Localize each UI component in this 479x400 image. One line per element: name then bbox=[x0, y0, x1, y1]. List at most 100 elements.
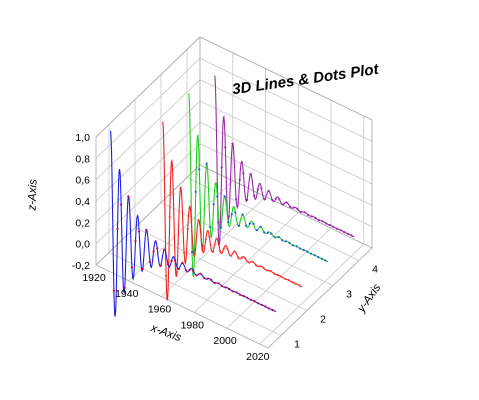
series-dot-y1 bbox=[141, 267, 144, 270]
series-dot-y4 bbox=[292, 206, 295, 209]
series-dot-y2 bbox=[262, 266, 265, 269]
series-dot-y4 bbox=[303, 211, 306, 214]
leftwall-gridline bbox=[95, 58, 201, 159]
floor-gridline bbox=[226, 227, 332, 329]
chart-title: 3D Lines & Dots Plot bbox=[231, 61, 380, 99]
series-dot-y1 bbox=[195, 274, 198, 277]
box-edge bbox=[199, 164, 373, 249]
series-dot-y1 bbox=[127, 195, 130, 198]
series-dot-y1 bbox=[253, 300, 256, 303]
series-dot-y3 bbox=[317, 256, 320, 259]
series-dot-y2 bbox=[240, 256, 243, 259]
floor-gridline bbox=[161, 196, 266, 297]
series-dot-y4 bbox=[343, 231, 346, 234]
series-dot-y1 bbox=[181, 261, 184, 264]
floor-gridline bbox=[194, 212, 299, 313]
series-dot-y3 bbox=[245, 224, 248, 227]
series-dot-y4 bbox=[231, 142, 234, 145]
series-dot-y1 bbox=[224, 286, 227, 289]
series-dot-y3 bbox=[306, 250, 309, 253]
series-dot-y3 bbox=[299, 247, 302, 250]
series-dot-y3 bbox=[234, 211, 237, 214]
series-dot-y4 bbox=[325, 222, 328, 225]
series-dot-y1 bbox=[235, 291, 238, 294]
z-tick-label: 0,4 bbox=[75, 196, 90, 208]
series-dot-y1 bbox=[228, 287, 231, 291]
series-dot-y3 bbox=[241, 213, 244, 216]
series-dot-y2 bbox=[283, 277, 287, 280]
box-edge bbox=[95, 36, 201, 138]
series-dot-y3 bbox=[288, 241, 291, 244]
series-dot-y2 bbox=[183, 251, 186, 254]
floor-gridline bbox=[160, 202, 334, 286]
x-tick-label: 1920 bbox=[82, 272, 106, 284]
series-dot-y2 bbox=[258, 265, 261, 268]
series-line-y4 bbox=[214, 75, 355, 246]
series-dot-y3 bbox=[313, 254, 316, 257]
leftwall-gridline bbox=[95, 79, 201, 180]
series-dot-y2 bbox=[175, 270, 178, 273]
series-dot-y3 bbox=[227, 221, 230, 224]
series-dot-y4 bbox=[238, 178, 241, 181]
z-tick-label: -0,2 bbox=[72, 260, 90, 272]
series-dot-y4 bbox=[224, 146, 227, 149]
series-dot-y1 bbox=[159, 264, 162, 267]
series-dot-y3 bbox=[302, 249, 305, 252]
series-dot-y3 bbox=[255, 229, 259, 232]
series-dot-y3 bbox=[309, 252, 313, 255]
series-dot-y4 bbox=[260, 187, 263, 190]
series-dot-y3 bbox=[230, 213, 233, 216]
series-dot-y1 bbox=[145, 228, 148, 231]
series-dot-y3 bbox=[324, 259, 327, 262]
series-dot-y1 bbox=[174, 259, 177, 262]
series-dot-y2 bbox=[273, 272, 276, 275]
series-dot-y4 bbox=[335, 227, 339, 230]
series-dot-y2 bbox=[251, 260, 254, 263]
series-dot-y3 bbox=[191, 251, 194, 254]
series-dot-y4 bbox=[220, 166, 223, 169]
series-dot-y3 bbox=[295, 245, 298, 248]
series-dot-y1 bbox=[271, 308, 274, 312]
series-dot-y2 bbox=[255, 264, 258, 267]
series-dot-y1 bbox=[220, 285, 224, 288]
series-dot-y1 bbox=[130, 266, 133, 269]
box-edge bbox=[199, 36, 373, 121]
series-dot-y1 bbox=[138, 230, 141, 233]
series-dot-y2 bbox=[233, 250, 236, 253]
series-dot-y4 bbox=[253, 194, 256, 197]
backwall-gridline bbox=[199, 143, 373, 228]
series-dot-y1 bbox=[123, 286, 126, 289]
backwall-gridline bbox=[199, 57, 373, 142]
series-dot-y1 bbox=[210, 278, 213, 282]
series-dot-y4 bbox=[256, 188, 259, 191]
series-dot-y4 bbox=[350, 234, 353, 237]
series-dot-y4 bbox=[299, 210, 303, 213]
series-dot-y2 bbox=[193, 252, 197, 255]
y-tick-label: 3 bbox=[346, 289, 352, 301]
series-dot-y2 bbox=[197, 219, 200, 222]
series-dot-y4 bbox=[307, 213, 310, 217]
series-dot-y4 bbox=[278, 198, 281, 201]
series-dot-y1 bbox=[148, 260, 152, 263]
y-tick-label: 2 bbox=[320, 314, 326, 326]
series-dot-y3 bbox=[194, 190, 197, 193]
series-dot-y4 bbox=[285, 201, 288, 204]
series-dot-y4 bbox=[245, 198, 249, 201]
series-layer bbox=[110, 75, 355, 317]
series-dot-y3 bbox=[237, 224, 241, 227]
z-axis-label: z-Axis bbox=[26, 179, 39, 212]
series-dot-y1 bbox=[112, 289, 115, 292]
series-dot-y3 bbox=[209, 225, 212, 228]
series-dot-y1 bbox=[217, 282, 220, 285]
series-dot-y3 bbox=[259, 225, 262, 228]
series-dot-y2 bbox=[287, 279, 290, 282]
z-tick-label: 0,6 bbox=[75, 175, 90, 187]
series-dot-y1 bbox=[116, 227, 119, 230]
x-axis-label: x-Axis bbox=[148, 322, 183, 344]
series-dot-y1 bbox=[152, 250, 155, 253]
series-dot-y2 bbox=[229, 254, 233, 257]
series-dot-y4 bbox=[339, 229, 342, 232]
series-dot-y4 bbox=[328, 224, 331, 227]
series-dot-y4 bbox=[227, 215, 230, 218]
series-dot-y1 bbox=[267, 307, 270, 310]
